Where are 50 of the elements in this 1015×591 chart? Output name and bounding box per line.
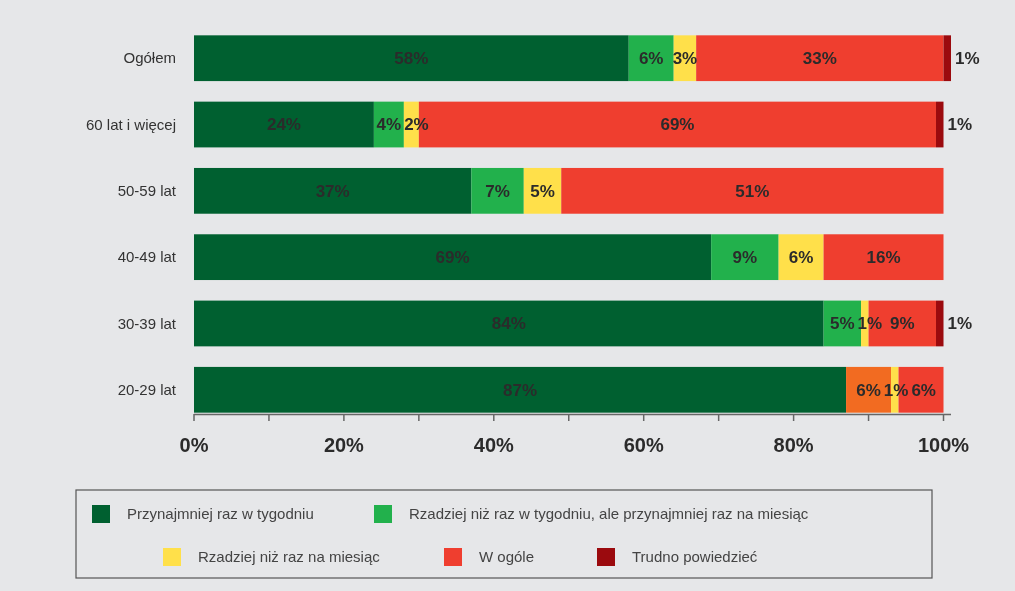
data-label: 1% — [947, 314, 973, 334]
y-tick-label: 30-39 lat — [117, 314, 177, 332]
bar — [471, 167, 524, 214]
bar — [936, 101, 944, 148]
bar — [936, 300, 944, 347]
x-tick-label: 100% — [917, 434, 970, 456]
data-label: 9% — [890, 314, 915, 334]
data-label: 5% — [530, 181, 555, 201]
x-tick-label: 60% — [623, 434, 664, 456]
data-label: 69% — [660, 115, 695, 135]
bar — [194, 35, 629, 82]
legend-label: Rzadziej niż raz w tygodniu, ale przynajmniej raz na miesiąc — [409, 505, 809, 523]
bar — [711, 234, 779, 281]
legend-label: Przynajmniej raz w tygodniu — [127, 505, 314, 523]
data-label: 16% — [866, 248, 901, 268]
bar — [696, 35, 944, 82]
legend-label: Rzadziej niż raz na miesiąc — [198, 548, 381, 566]
y-tick-label: 20-29 lat — [117, 381, 177, 399]
y-tick-label: 40-49 lat — [117, 248, 177, 266]
data-label: 1% — [955, 49, 980, 69]
data-label: 1% — [947, 115, 973, 135]
y-tick-label: Ogółem — [123, 49, 176, 67]
x-tick-label: 40% — [473, 434, 515, 456]
y-tick-label: 60 lat i więcej — [85, 115, 176, 133]
legend-label: W ogóle — [479, 548, 535, 566]
data-label: 9% — [732, 248, 758, 268]
data-label: 6% — [856, 380, 881, 400]
data-label: 4% — [376, 115, 402, 135]
data-label: 5% — [830, 314, 855, 334]
x-tick-label: 20% — [323, 434, 365, 456]
y-tick-label: 50-59 lat — [117, 182, 177, 200]
data-label: 6% — [911, 380, 936, 400]
data-label: 33% — [802, 49, 837, 69]
bar — [194, 167, 472, 214]
bar — [561, 167, 944, 214]
x-tick-label: 0% — [179, 434, 209, 456]
bar — [823, 234, 944, 281]
x-tick-label: 80% — [773, 434, 814, 456]
data-label: 51% — [735, 181, 770, 201]
bar — [943, 35, 951, 82]
data-label: 7% — [485, 181, 510, 201]
data-label: 6% — [788, 248, 814, 268]
bar — [194, 300, 824, 347]
legend-label: Trudno powiedzieć — [632, 548, 758, 566]
bar — [194, 234, 712, 281]
data-label: 6% — [638, 49, 664, 69]
bar — [628, 35, 674, 82]
bar — [194, 366, 847, 413]
bar — [194, 101, 374, 148]
bar — [778, 234, 824, 281]
